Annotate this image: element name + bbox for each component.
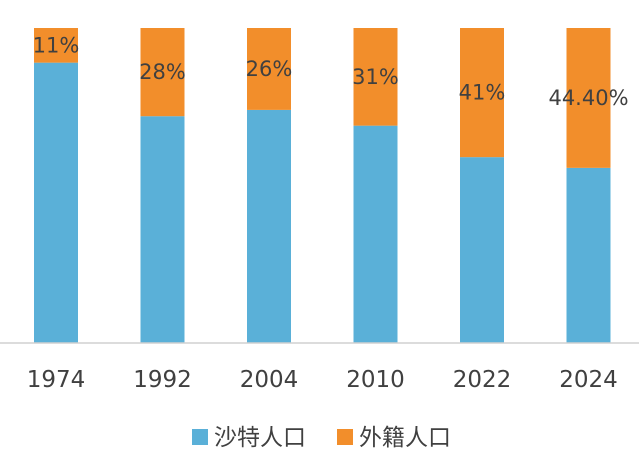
x-tick-2010: 2010 [346,367,405,393]
x-tick-1974: 1974 [27,367,86,393]
data-label-2010: 31% [352,65,399,89]
bars-layer [34,28,611,344]
x-tick-labels: 1974 1992 2004 2010 2022 2024 [27,367,618,393]
bar-1992-foreign [140,28,185,117]
data-label-1992: 28% [139,60,186,84]
data-label-1974: 11% [33,33,80,57]
data-labels: 11% 28% 26% 31% 41% 44.40% [33,33,629,110]
bar-2024-saudi [566,167,611,343]
x-tick-1992: 1992 [133,367,192,393]
legend-label: 沙特人口 [214,425,306,451]
bar-2010-saudi [353,125,398,344]
bar-2022-foreign [460,28,504,158]
legend: 沙特人口 外籍人口 [192,425,451,451]
bar-2024-foreign [566,28,611,168]
bar-1974-foreign [34,28,78,63]
legend-label: 外籍人口 [359,425,451,451]
data-label-2004: 26% [246,57,293,81]
bar-2004-saudi [247,109,291,344]
bar-1992-saudi [140,116,185,343]
bar-1974-saudi [34,62,78,344]
bar-2022-saudi [460,157,504,343]
legend-item-foreign: 外籍人口 [337,425,451,451]
bar-2004-foreign [247,28,291,110]
data-label-2022: 41% [459,81,506,105]
x-tick-2024: 2024 [559,367,618,393]
legend-item-saudi: 沙特人口 [192,425,306,451]
bar-2010-foreign [353,28,398,126]
legend-swatch [192,429,208,445]
data-label-2024: 44.40% [548,86,628,110]
x-tick-2004: 2004 [240,367,299,393]
legend-swatch [337,429,353,445]
x-tick-2022: 2022 [453,367,512,393]
